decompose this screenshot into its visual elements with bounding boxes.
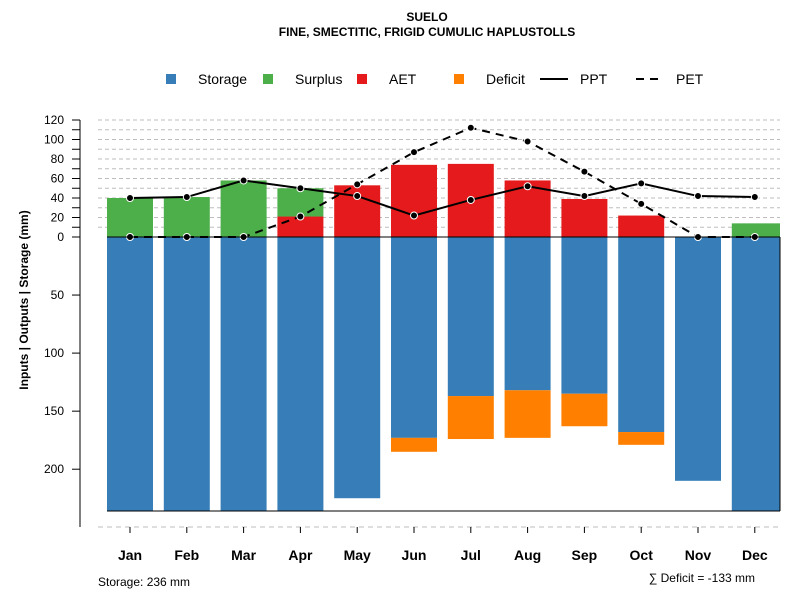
pet-point xyxy=(466,123,475,132)
ppt-point xyxy=(296,184,305,193)
aet-bar xyxy=(561,198,608,237)
legend-label-deficit: Deficit xyxy=(486,71,525,87)
ppt-point xyxy=(694,192,702,201)
legend: Storage Surplus AET Deficit PPT PET xyxy=(166,71,704,87)
legend-swatch-storage xyxy=(166,74,176,84)
y-tick-label: 100 xyxy=(44,346,64,360)
storage-bar xyxy=(618,237,665,433)
storage-bar xyxy=(277,237,324,511)
storage-bar xyxy=(561,237,608,394)
storage-bar xyxy=(163,237,210,511)
y-axis-label: Inputs | Outputs | Storage (mm) xyxy=(17,210,31,389)
y-tick-label: 20 xyxy=(51,211,65,225)
month-label-mar: Mar xyxy=(231,547,256,563)
storage-bar xyxy=(220,237,267,511)
storage-bar xyxy=(675,237,721,481)
legend-label-surplus: Surplus xyxy=(295,71,342,87)
chart-title: SUELO xyxy=(406,10,447,24)
deficit-bar xyxy=(504,390,551,438)
storage-bar xyxy=(731,237,780,511)
month-label-feb: Feb xyxy=(174,547,199,563)
chart-subtitle: FINE, SMECTITIC, FRIGID CUMULIC HAPLUSTO… xyxy=(279,25,575,39)
ppt-point xyxy=(182,193,191,202)
y-tick-label: 120 xyxy=(44,113,64,127)
ppt-point xyxy=(750,193,759,202)
legend-label-ppt: PPT xyxy=(580,71,608,87)
y-tick-label: 150 xyxy=(44,404,64,418)
pet-point xyxy=(637,199,646,208)
surplus-bar xyxy=(277,188,324,217)
surplus-bar xyxy=(163,197,210,237)
pet-point xyxy=(580,167,589,176)
legend-label-aet: AET xyxy=(389,71,417,87)
aet-bar xyxy=(391,164,437,237)
surplus-bar xyxy=(107,198,153,237)
deficit-bar xyxy=(561,393,608,427)
y-tick-label: 80 xyxy=(51,152,65,166)
ppt-point xyxy=(523,182,532,191)
deficit-bar xyxy=(447,396,494,440)
deficit-footnote: ∑ Deficit = -133 mm xyxy=(649,571,755,585)
ppt-point xyxy=(580,192,589,201)
month-label-dec: Dec xyxy=(742,547,768,563)
month-label-sep: Sep xyxy=(572,547,598,563)
pet-point xyxy=(296,212,305,221)
month-label-jan: Jan xyxy=(118,547,142,563)
surplus-bar xyxy=(731,223,780,237)
legend-swatch-surplus xyxy=(263,74,273,84)
month-label-may: May xyxy=(344,547,371,563)
y-tick-label: 0 xyxy=(57,230,64,244)
month-label-jun: Jun xyxy=(402,547,427,563)
ppt-point xyxy=(410,211,418,220)
y-tick-label: 40 xyxy=(51,191,65,205)
y-tick-label: 100 xyxy=(44,133,64,147)
bars-layer xyxy=(107,163,780,511)
surplus-bar xyxy=(220,180,267,237)
ppt-point xyxy=(353,192,362,201)
ppt-point xyxy=(637,179,646,188)
storage-bar xyxy=(391,237,437,438)
pet-point xyxy=(523,137,532,146)
legend-swatch-deficit xyxy=(454,74,464,84)
aet-bar xyxy=(618,215,665,237)
ppt-point xyxy=(126,194,134,202)
month-label-aug: Aug xyxy=(514,547,541,563)
ppt-point xyxy=(466,195,475,204)
storage-bar xyxy=(504,237,551,391)
legend-label-storage: Storage xyxy=(198,71,247,87)
legend-swatch-aet xyxy=(357,74,367,84)
y-tick-label: 200 xyxy=(44,462,64,476)
ppt-point xyxy=(239,176,248,185)
month-label-oct: Oct xyxy=(630,547,654,563)
y-tick-label: 50 xyxy=(51,288,65,302)
pet-point xyxy=(410,148,418,157)
axes-layer: 0 20 40 60 80 100 120 50 100 150 200 Jan Feb Mar Apr Ma… xyxy=(44,113,781,563)
deficit-bar xyxy=(618,432,665,445)
month-label-jul: Jul xyxy=(461,547,481,563)
pet-point xyxy=(353,180,362,189)
y-tick-label: 60 xyxy=(51,172,65,186)
month-label-nov: Nov xyxy=(685,547,712,563)
ppt-line xyxy=(129,179,755,217)
storage-bar xyxy=(334,237,381,499)
deficit-bar xyxy=(391,437,437,452)
month-label-apr: Apr xyxy=(288,547,313,563)
storage-bar xyxy=(107,237,153,511)
storage-footnote: Storage: 236 mm xyxy=(98,575,190,589)
legend-label-pet: PET xyxy=(676,71,704,87)
storage-bar xyxy=(447,237,494,397)
